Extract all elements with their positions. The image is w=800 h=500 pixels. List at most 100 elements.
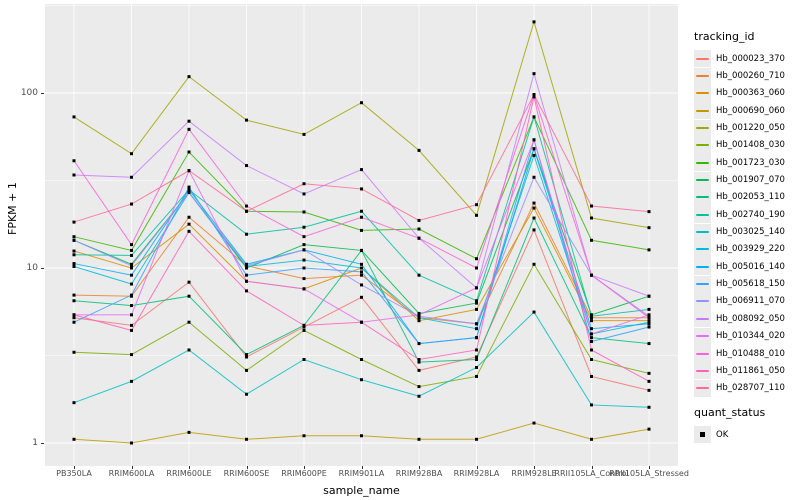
data-point: [647, 316, 651, 320]
data-point: [532, 20, 536, 24]
legend-item: Hb_003929_220: [694, 240, 798, 258]
x-tick-label: RRIM928LA: [453, 469, 500, 478]
data-point: [72, 238, 76, 242]
data-point: [475, 266, 478, 270]
plot-panel: [45, 4, 678, 466]
data-point: [417, 273, 421, 277]
legend-label: Hb_000690_060: [716, 105, 785, 116]
data-point: [302, 328, 306, 332]
data-point: [72, 437, 76, 441]
y-tick-mark: [41, 443, 44, 444]
data-point: [590, 327, 593, 331]
data-point: [130, 152, 133, 156]
data-point: [475, 348, 478, 352]
data-point: [647, 427, 651, 431]
x-tick-label: RRIM600PE: [281, 469, 327, 478]
legend-item: Hb_006911_070: [694, 292, 798, 310]
data-point: [245, 164, 248, 168]
data-point: [532, 206, 536, 210]
legend-key: [694, 50, 711, 68]
data-point: [130, 441, 133, 445]
data-point: [245, 279, 248, 283]
data-point: [532, 228, 536, 232]
x-axis-title: sample_name: [323, 484, 400, 497]
legend-key: [694, 362, 711, 380]
legend-key: [694, 258, 711, 276]
data-point: [647, 319, 651, 323]
data-point: [360, 434, 363, 438]
legend-key: [694, 188, 711, 206]
data-point: [590, 358, 593, 362]
data-point: [302, 248, 306, 252]
data-point: [532, 262, 536, 266]
data-point: [590, 336, 593, 340]
data-point: [187, 119, 191, 123]
data-point: [417, 218, 421, 222]
y-tick-label: 1: [32, 437, 38, 448]
legend-line-swatch-icon: [696, 213, 709, 216]
data-point: [360, 168, 363, 172]
data-point: [130, 313, 133, 317]
data-point: [302, 243, 306, 247]
x-tick-mark: [591, 466, 593, 469]
y-tick-label: 100: [20, 87, 38, 98]
x-tick-mark: [246, 466, 248, 469]
data-point: [245, 273, 248, 277]
y-tick-mark: [41, 268, 44, 269]
legend-item-quant-ok: OK: [694, 426, 798, 444]
data-point: [647, 371, 651, 375]
data-point: [245, 355, 248, 359]
data-point: [72, 320, 76, 324]
data-point: [72, 264, 76, 268]
legend-key: [694, 206, 711, 224]
data-point: [417, 394, 421, 398]
legend-line-swatch-icon: [696, 387, 709, 390]
data-point: [72, 159, 76, 163]
data-point: [72, 249, 76, 253]
data-point: [360, 358, 363, 362]
data-point: [130, 266, 133, 270]
data-point: [532, 115, 536, 119]
data-point: [417, 342, 421, 346]
legend-label: Hb_005016_140: [716, 261, 785, 272]
legend-item: Hb_000023_370: [694, 50, 798, 68]
data-point: [130, 243, 133, 247]
legend-label: Hb_001220_050: [716, 123, 785, 134]
data-point: [360, 266, 363, 270]
data-point: [590, 403, 593, 407]
data-point: [417, 358, 421, 362]
data-point: [72, 262, 76, 266]
legend-line-swatch-icon: [696, 127, 709, 130]
data-point: [360, 187, 363, 191]
data-point: [417, 385, 421, 389]
data-point: [187, 188, 191, 192]
data-point: [532, 421, 536, 425]
x-tick-label: RRIM600SE: [223, 469, 270, 478]
x-tick-label: RRIM600LE: [166, 469, 212, 478]
legend-label: Hb_010488_010: [716, 348, 785, 359]
data-point: [187, 169, 191, 173]
data-point: [590, 314, 593, 318]
legend-key: [694, 154, 711, 172]
data-point: [590, 332, 593, 336]
data-point: [187, 185, 191, 189]
legend-key: [694, 119, 711, 137]
data-point: [130, 282, 133, 286]
data-point: [187, 222, 191, 226]
x-tick-label: RRIM928BA: [395, 469, 443, 478]
legend-line-swatch-icon: [696, 265, 709, 268]
x-tick-mark: [476, 466, 478, 469]
data-point: [72, 115, 76, 119]
legend-item: Hb_003025_140: [694, 223, 798, 241]
legend-line-swatch-icon: [696, 196, 709, 199]
data-point: [532, 153, 536, 157]
legend-line-swatch-icon: [696, 144, 709, 147]
data-point: [302, 287, 306, 291]
data-point: [72, 316, 76, 320]
legend-label: Hb_003025_140: [716, 227, 785, 238]
data-point: [130, 323, 133, 327]
legend-key: [694, 171, 711, 189]
data-point: [532, 138, 536, 142]
legend-key: [694, 223, 711, 241]
data-point: [475, 374, 478, 378]
